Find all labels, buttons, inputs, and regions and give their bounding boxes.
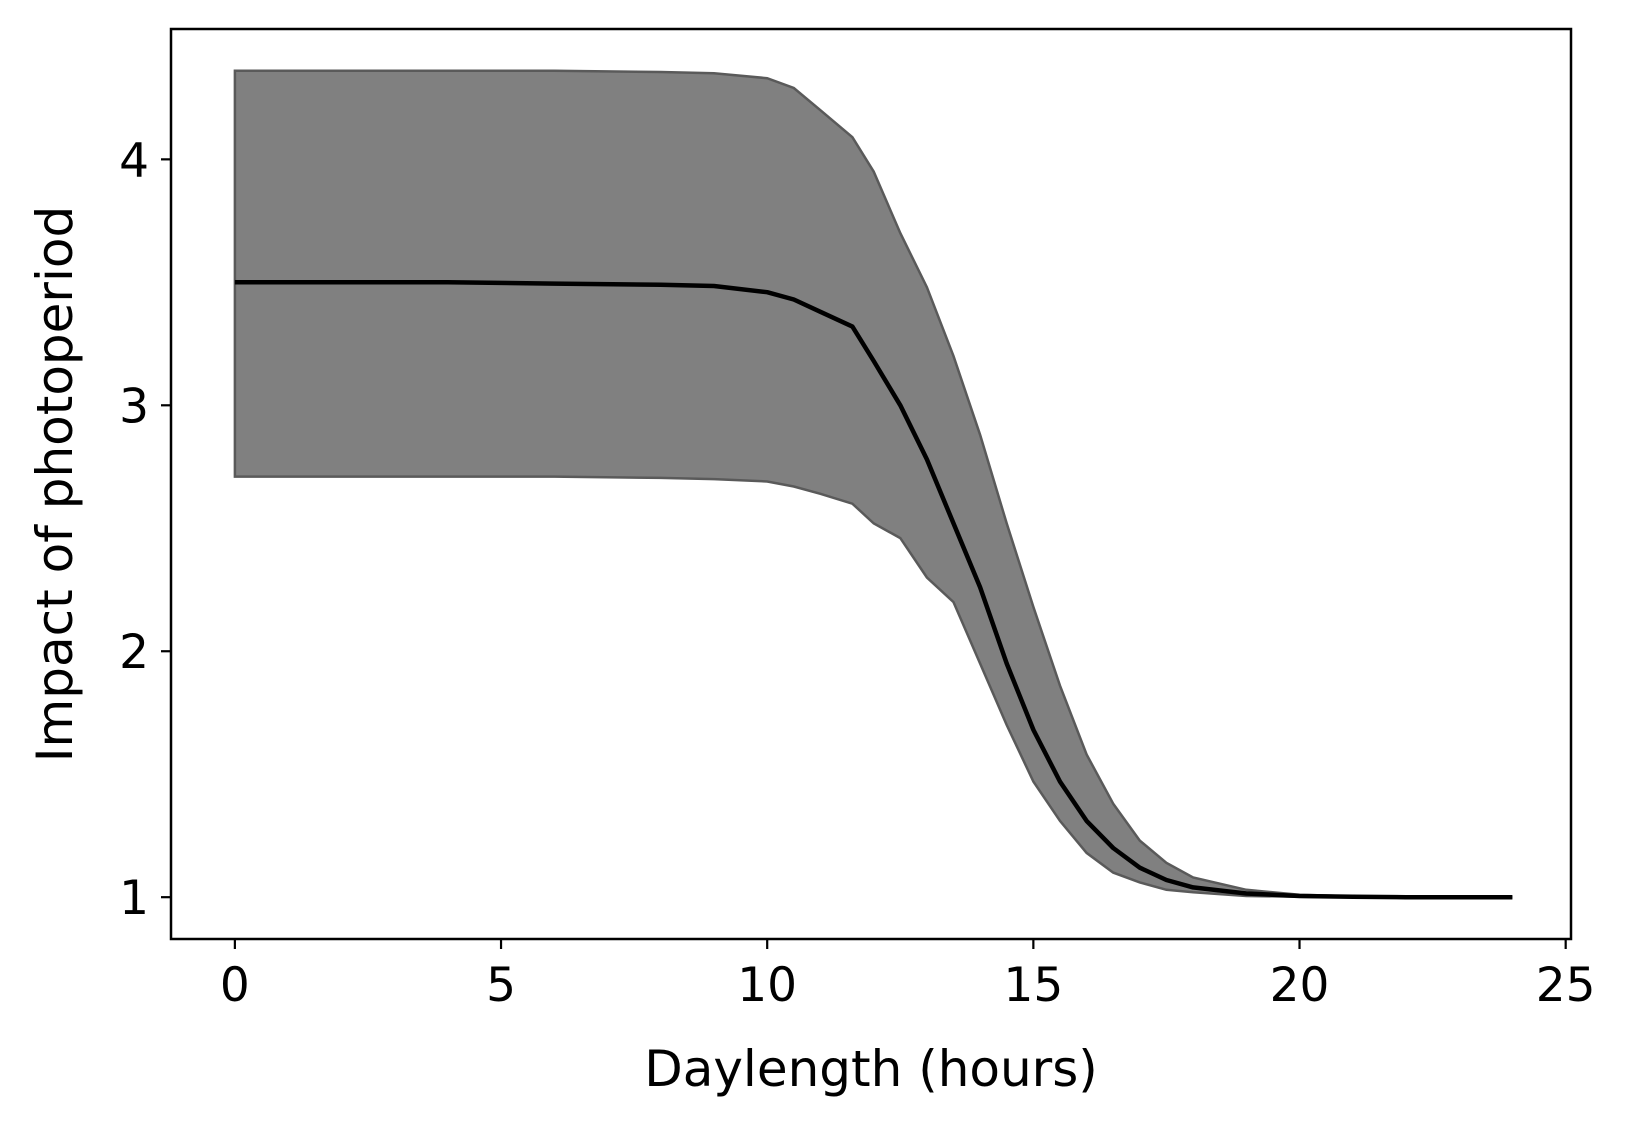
y-tick-label: 1: [119, 871, 149, 926]
y-axis-label: Impact of photoperiod: [26, 206, 84, 762]
plot-area: [233, 69, 1513, 900]
x-tick-label: 20: [1270, 958, 1330, 1013]
y-tick-label: 2: [119, 625, 149, 680]
y-tick-label: 3: [119, 379, 149, 434]
x-tick-label: 15: [1003, 958, 1063, 1013]
plot-frame: [169, 27, 1573, 941]
x-axis-label: Daylength (hours): [644, 1040, 1098, 1098]
y-axis: 1 2 3 4: [119, 133, 171, 926]
x-axis: 0 5 10 15 20 25: [220, 939, 1596, 1013]
x-tick-label: 5: [486, 958, 516, 1013]
x-tick-label: 25: [1536, 958, 1596, 1013]
y-tick-label: 4: [119, 133, 149, 188]
x-tick-label: 10: [737, 958, 797, 1013]
x-tick-label: 0: [220, 958, 250, 1013]
mean-line: [234, 280, 1513, 900]
